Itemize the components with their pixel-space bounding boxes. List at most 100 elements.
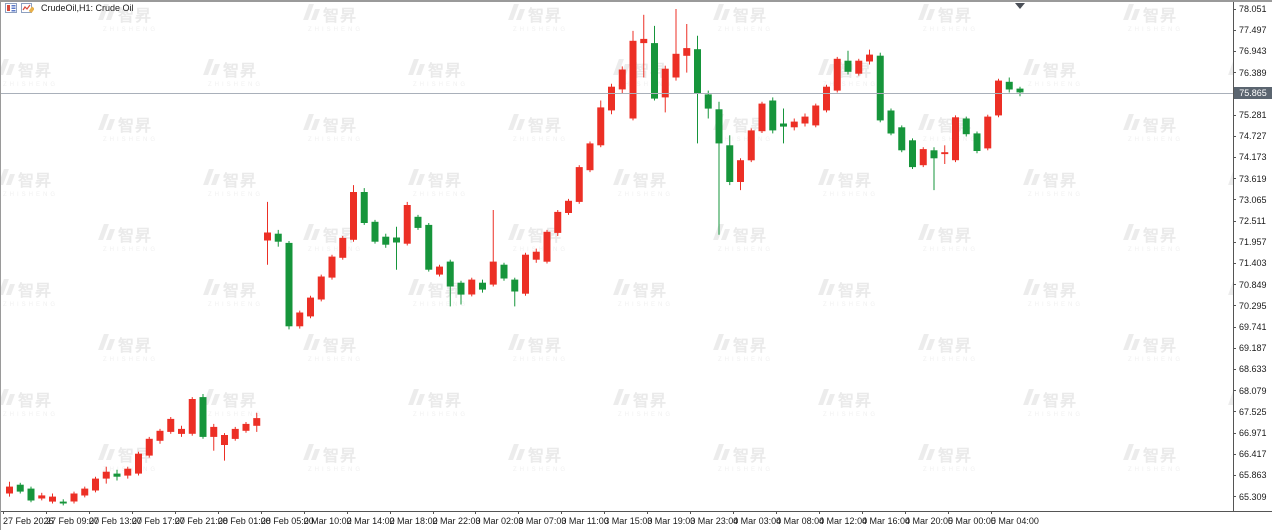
candle-body [909,140,916,168]
time-axis-label: 27 Feb 13:00 [88,516,142,526]
candle-body [27,488,35,501]
candle-body [92,478,99,491]
price-tick [1233,72,1236,74]
chart-header: CrudeOil,H1: Crude Oil [5,3,134,13]
price-axis-label: 68.079 [1239,385,1267,396]
candle-body [360,192,368,223]
candle-body [70,493,78,502]
candle-body [876,55,884,121]
candle-body [81,488,89,496]
time-axis-label: 3 Mar 23:00 [690,516,739,526]
chart-canvas[interactable]: 智昇 ZHISHENG 智昇 ZHISHENG 智昇 ZHISHENG 智昇 ZHISHENG… [1,1,1233,511]
price-axis-label: 76.943 [1239,46,1267,57]
candle-body [59,501,67,504]
time-tick [45,511,47,514]
candle-body [984,116,992,149]
price-tick [1233,220,1236,222]
price-axis-label: 72.511 [1239,216,1266,227]
time-axis-label: 3 Mar 15:00 [604,516,653,526]
time-axis-label: 28 Feb 01:00 [217,516,271,526]
current-price-line [1,93,1233,94]
candle-body [672,53,680,78]
chart-shift-marker-icon [1015,3,1025,9]
candle-body [898,127,906,151]
candle-body [253,418,261,426]
price-axis[interactable]: 78.05177.49776.94376.38975.83575.28174.7… [1233,1,1272,511]
time-axis-label: 5 Mar 00:00 [947,516,996,526]
candle-body [554,211,562,233]
candle-body [382,236,390,245]
time-axis-label: 2 Mar 10:00 [303,516,352,526]
candle-body [16,484,24,492]
time-tick [131,511,133,514]
candle-body [941,152,949,155]
time-axis-label: 27 Feb 17:00 [131,516,185,526]
time-axis-label: 4 Mar 12:00 [819,516,868,526]
candle-body [425,224,433,270]
time-tick [604,511,606,514]
time-tick [647,511,649,514]
candle-body [436,266,443,275]
candle-body [855,60,863,74]
price-axis-label: 71.403 [1239,258,1267,269]
candle-body [694,49,701,94]
candlestick-chart-mini-icon [5,3,17,13]
candle-body [371,221,379,242]
price-tick [1233,29,1236,31]
price-axis-label: 71.957 [1239,237,1267,248]
price-axis-label: 66.417 [1239,449,1267,460]
candle-body [737,160,744,182]
time-tick [432,511,434,514]
candle-body [522,254,529,294]
price-tick [1233,368,1236,370]
chart-edit-mini-icon [21,3,34,13]
price-axis-label: 76.389 [1239,67,1267,78]
candle-body [210,426,218,437]
time-tick [303,511,305,514]
price-axis-label: 66.971 [1239,428,1267,439]
price-tick [1233,135,1236,137]
symbol-label: CrudeOil,H1: Crude Oil [41,3,134,13]
candle-body [952,117,959,161]
chart-top-border [1,1,1272,2]
time-axis-label: 4 Mar 16:00 [862,516,911,526]
price-axis-label: 69.741 [1239,322,1267,333]
price-axis-label: 74.727 [1239,131,1267,142]
candle-body [823,86,830,111]
candle-body [715,109,723,144]
candle-body [833,58,841,91]
candle-body [532,251,540,260]
candle-body [446,261,454,287]
candle-body [479,282,486,290]
time-tick [518,511,520,514]
time-axis-label: 3 Mar 19:00 [647,516,696,526]
candle-body [285,242,293,327]
time-axis[interactable]: 27 Feb 2026 27 Feb 09:00 27 Feb 13:00 27 Fe… [1,511,1272,531]
candle-body [242,423,250,431]
time-axis-label: 2 Mar 14:00 [346,516,395,526]
candle-body [661,68,669,98]
price-axis-separator [1233,1,1234,511]
price-axis-label: 78.051 [1239,4,1267,14]
price-tick [1233,50,1236,52]
candle-body [844,60,852,72]
time-axis-label: 4 Mar 20:00 [904,516,953,526]
candle-body [586,143,594,171]
candle-body [113,473,121,477]
candle-body [511,279,519,292]
candle-body [199,397,207,437]
candle-body [457,282,465,295]
time-tick [990,511,992,514]
time-tick [733,511,735,514]
time-tick [217,511,219,514]
price-tick [1233,305,1236,307]
candle-body [801,116,809,124]
candle-body [307,297,314,317]
price-axis-label: 67.525 [1239,406,1267,417]
candle-body [350,192,357,240]
candle-body [866,54,873,62]
price-axis-label: 77.497 [1239,25,1267,36]
price-tick [1233,114,1236,116]
price-axis-label: 68.633 [1239,364,1267,375]
time-tick [88,511,90,514]
